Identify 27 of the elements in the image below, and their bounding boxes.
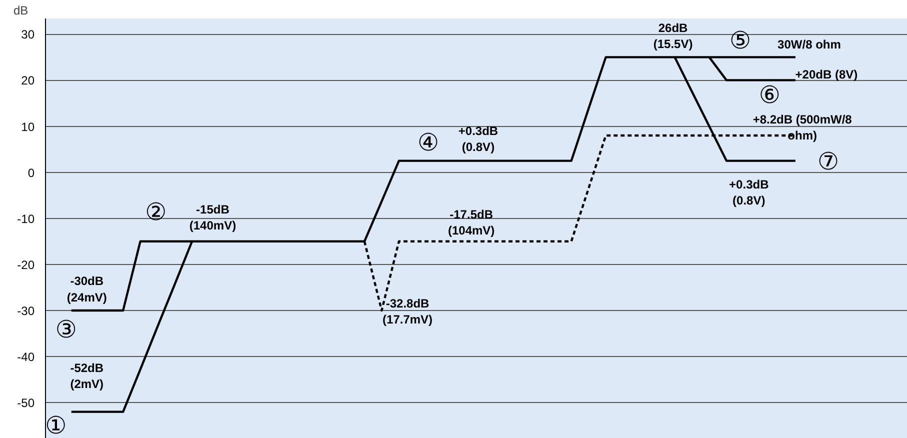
annotation: 30W/8 ohm [778,37,841,52]
annotation: +0.3dB (0.8V) [729,178,770,208]
y-tick-label: 10 [21,120,35,134]
annotation: +0.3dB (0.8V) [458,124,498,154]
annotation: 26dB (15.5V) [653,20,693,52]
y-tick-label: 0 [28,166,35,180]
annotation: ⑦ [817,147,839,176]
annotation: -15dB (140mV) [189,202,236,232]
y-tick-label: 20 [21,74,35,88]
annotation: ③ [55,315,77,344]
y-axis-title: dB [14,4,28,18]
y-tick-label: 30 [21,28,35,42]
annotation: +8.2dB (500mW/8 ohm) [752,112,852,143]
annotation: -30dB (24mV) [66,274,107,304]
annotation: -32.8dB (17.7mV) [382,296,433,326]
y-tick-label: -20 [17,258,35,272]
y-tick-label: -50 [17,396,35,410]
annotation: -17.5dB (104mV) [448,207,495,238]
annotation: ⑤ [730,26,752,55]
annotation: ① [45,412,67,438]
annotation: ④ [417,128,439,156]
annotation: +20dB (8V) [795,68,858,82]
y-tick-label: -40 [17,350,35,364]
annotation: ⑥ [758,80,780,109]
y-tick-label: -30 [17,304,35,318]
y-tick-label: -10 [17,212,35,226]
annotation: -52dB (2mV) [70,360,104,391]
